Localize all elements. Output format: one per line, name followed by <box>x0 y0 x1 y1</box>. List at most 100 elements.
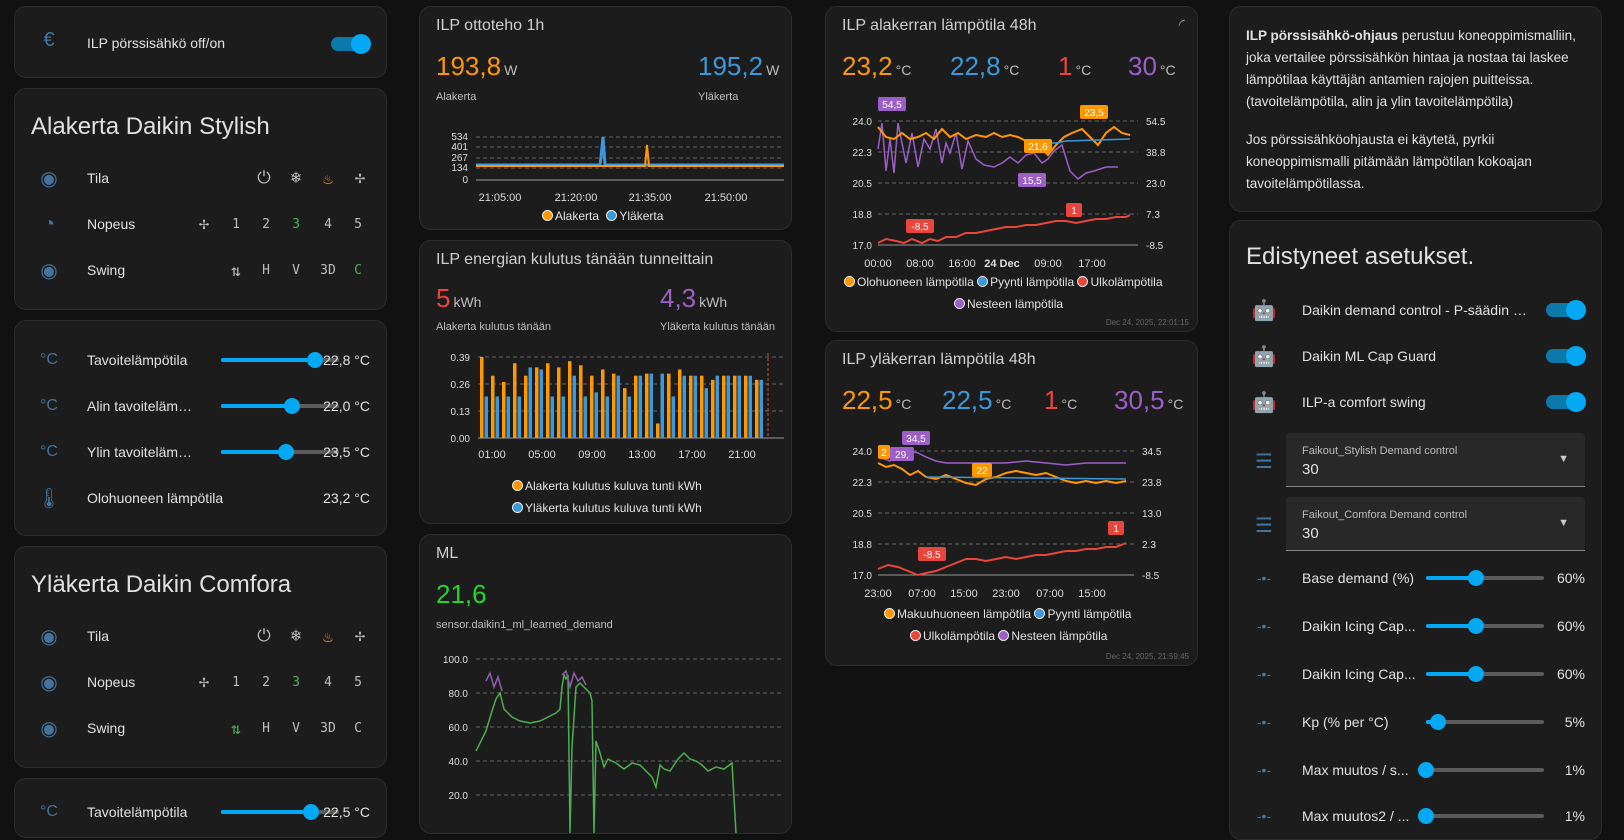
swing-off-icon[interactable]: ⇅ <box>231 260 241 280</box>
fan-auto-icon[interactable]: ✢ <box>198 672 210 692</box>
xtick: 21:50:00 <box>705 192 748 204</box>
hvac-icon: ◉ <box>40 167 58 190</box>
hvac-icon: ◉ <box>40 625 58 648</box>
bar-alakerta <box>590 375 594 438</box>
ytick: 0.13 <box>451 407 471 418</box>
ytick: 267 <box>451 153 468 164</box>
ytick: 20.5 <box>853 179 873 190</box>
bar-alakerta <box>568 361 572 438</box>
comfort-swing-toggle[interactable] <box>1546 392 1586 412</box>
kp-slider[interactable] <box>1426 714 1544 730</box>
fire-icon[interactable]: ♨ <box>323 168 333 188</box>
select-label: Faikout_Comfora Demand control <box>1302 509 1468 521</box>
fan-icon[interactable]: ✢ <box>354 626 366 646</box>
temp-label: Tavoitelämpötila <box>87 804 188 820</box>
icing-cap-slider-2[interactable] <box>1426 666 1544 682</box>
temp-label: Olohuoneen lämpötila <box>87 490 224 506</box>
swing-v[interactable]: V <box>292 720 300 736</box>
bar-alakerta <box>579 365 583 438</box>
swing-v[interactable]: V <box>292 262 300 278</box>
slider-icon: -•- <box>1256 570 1272 586</box>
power-toggle[interactable] <box>331 34 371 54</box>
min-temp-slider[interactable] <box>221 398 339 414</box>
yla-daikin-card: Yläkerta Daikin Comfora ◉ Tila ⏻ ❄ ♨ ✢ ◉… <box>14 546 387 768</box>
base-demand-slider[interactable] <box>1426 570 1544 586</box>
demand-control-toggle[interactable] <box>1546 300 1586 320</box>
select-value: 30 <box>1302 461 1319 478</box>
bar-ylakerta <box>627 396 631 438</box>
stylish-demand-select[interactable]: Faikout_Stylish Demand control 30 ▼ <box>1286 433 1585 487</box>
ml-value: 21,6 <box>436 579 487 609</box>
speed-2[interactable]: 2 <box>262 674 270 690</box>
swing-h[interactable]: H <box>262 720 270 736</box>
power-icon[interactable]: ⏻ <box>257 168 271 188</box>
bar-alakerta <box>612 373 616 438</box>
max-change-slider[interactable] <box>1418 762 1544 778</box>
target-temp-slider[interactable] <box>221 352 339 368</box>
speed-5[interactable]: 5 <box>354 216 362 232</box>
tag: -8,5 <box>911 222 929 233</box>
tag: 29, <box>895 450 909 461</box>
thermometer-c-icon: °C <box>40 397 58 414</box>
ytick: 534 <box>451 132 468 143</box>
bar-alakerta <box>634 375 638 438</box>
temp-label: Alin tavoitelämpötila <box>87 398 199 414</box>
otto-series-blue <box>476 136 784 167</box>
speed-1[interactable]: 1 <box>232 216 240 232</box>
speed-3[interactable]: 3 <box>292 674 300 690</box>
snowflake-icon[interactable]: ❄ <box>290 168 302 188</box>
fire-icon[interactable]: ♨ <box>323 626 333 646</box>
ytick: 20.5 <box>853 509 873 520</box>
target-temp-slider[interactable] <box>221 804 339 820</box>
yla-48h-value-4: 30,5 °C <box>1114 385 1184 415</box>
xtick: 17:00 <box>1078 258 1106 270</box>
ala-48h-title: ILP alakerran lämpötila 48h <box>842 17 1037 34</box>
bar-ylakerta <box>715 375 719 438</box>
power-icon[interactable]: ⏻ <box>257 626 271 646</box>
advanced-title: Edistyneet asetukset. <box>1246 243 1475 270</box>
swing-3d[interactable]: 3D <box>320 262 336 278</box>
fan-auto-icon[interactable]: ✢ <box>198 214 210 234</box>
swing-3d[interactable]: 3D <box>320 720 336 736</box>
otto-chart: 534 401 267 134 0 21:05:00 21:20:00 21:3… <box>451 132 784 204</box>
ytick-right: 23.8 <box>1142 478 1162 489</box>
bar-ylakerta <box>506 396 510 438</box>
list-icon: ☰ <box>1255 515 1273 537</box>
temp-value: 22,0 °C <box>323 398 370 414</box>
ytick: 24.0 <box>853 117 873 128</box>
slider-value: 60% <box>1556 570 1585 586</box>
speed-4[interactable]: 4 <box>324 674 332 690</box>
yla-48h-chart: 24.0 22.3 20.5 18.8 17.0 34.5 23.8 13.0 … <box>853 431 1162 600</box>
ytick: 0.26 <box>451 380 471 391</box>
swing-off-icon[interactable]: ⇅ <box>231 718 241 738</box>
temp-value: 23,2 °C <box>323 490 370 506</box>
speed-3[interactable]: 3 <box>292 216 300 232</box>
loading-spinner-icon: ◜ <box>1178 17 1185 34</box>
icing-cap-slider-1[interactable] <box>1426 618 1544 634</box>
ala-48h-value-4: 30 °C <box>1128 51 1176 81</box>
swing-c[interactable]: C <box>354 720 362 736</box>
temp-value: 22,5 °C <box>323 804 370 820</box>
swing-c[interactable]: C <box>354 262 362 278</box>
comfora-demand-select[interactable]: Faikout_Comfora Demand control 30 ▼ <box>1286 497 1585 551</box>
nopeus-label: Nopeus <box>87 674 136 690</box>
slider-label: Daikin Icing Cap... <box>1302 618 1416 634</box>
fan-icon[interactable]: ✢ <box>354 168 366 188</box>
slider-label: Base demand (%) <box>1302 570 1415 586</box>
xtick: 00:00 <box>864 258 892 270</box>
max-change2-slider[interactable] <box>1418 808 1544 824</box>
speed-2[interactable]: 2 <box>262 216 270 232</box>
series-nesteen <box>877 122 1118 180</box>
speed-1[interactable]: 1 <box>232 674 240 690</box>
tag: 22 <box>976 466 988 477</box>
snowflake-icon[interactable]: ❄ <box>290 626 302 646</box>
speed-5[interactable]: 5 <box>354 674 362 690</box>
speed-4[interactable]: 4 <box>324 216 332 232</box>
ml-cap-guard-toggle[interactable] <box>1546 346 1586 366</box>
xtick: 05:00 <box>528 449 556 461</box>
swing-h[interactable]: H <box>262 262 270 278</box>
ytick: 0.39 <box>451 353 471 364</box>
bar-ylakerta <box>572 375 576 438</box>
max-temp-slider[interactable] <box>221 444 339 460</box>
ala-48h-value-2: 22,8 °C <box>950 51 1020 81</box>
